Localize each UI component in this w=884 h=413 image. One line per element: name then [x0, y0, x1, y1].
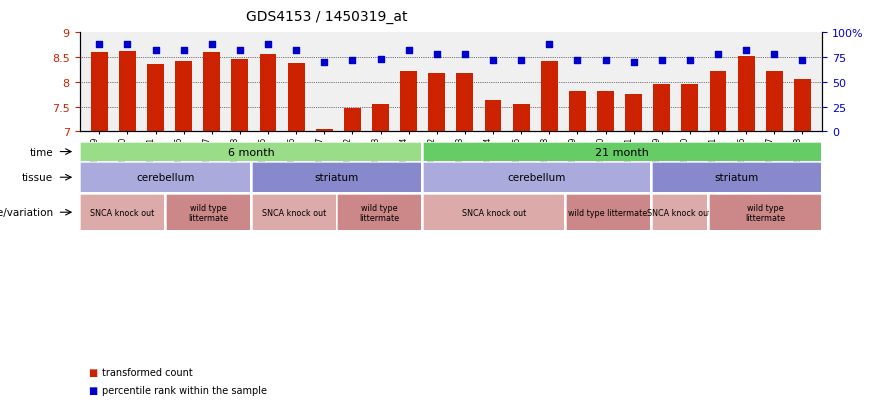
Bar [316, 130, 332, 132]
Bar [203, 53, 220, 132]
Point [598, 57, 613, 64]
Point [570, 57, 584, 64]
Bar [484, 101, 501, 132]
Point [149, 47, 163, 54]
Bar [175, 62, 192, 132]
Point [401, 47, 415, 54]
Text: time: time [29, 147, 53, 157]
Point [514, 57, 529, 64]
Bar [569, 92, 586, 132]
Bar [710, 72, 727, 132]
Text: 6 month: 6 month [227, 147, 274, 157]
Bar [91, 53, 108, 132]
Text: wild type
littermate: wild type littermate [745, 203, 785, 222]
Point [655, 57, 669, 64]
Bar [456, 74, 473, 132]
Text: cerebellum: cerebellum [507, 173, 566, 183]
Text: transformed count: transformed count [102, 367, 193, 377]
Point [317, 59, 332, 66]
Bar [147, 65, 164, 132]
Point [739, 47, 753, 54]
Text: SNCA knock out: SNCA knock out [647, 208, 712, 217]
Text: ■: ■ [88, 367, 97, 377]
Point [627, 59, 641, 66]
Bar [400, 72, 417, 132]
Text: striatum: striatum [714, 173, 758, 183]
Text: GDS4153 / 1450319_at: GDS4153 / 1450319_at [247, 10, 408, 24]
Bar [541, 62, 558, 132]
Text: ■: ■ [88, 385, 97, 395]
Bar [625, 95, 642, 132]
Point [205, 42, 219, 48]
Text: SNCA knock out: SNCA knock out [90, 208, 155, 217]
Text: genotype/variation: genotype/variation [0, 208, 53, 218]
Text: SNCA knock out: SNCA knock out [262, 208, 326, 217]
Bar [429, 74, 446, 132]
Bar [794, 80, 811, 132]
Bar [597, 92, 614, 132]
Point [682, 57, 697, 64]
Point [796, 57, 810, 64]
Text: wild type
littermate: wild type littermate [360, 203, 400, 222]
Bar [232, 60, 248, 132]
Point [711, 52, 725, 58]
Point [458, 52, 472, 58]
Bar [682, 85, 698, 132]
Bar [766, 72, 782, 132]
Text: percentile rank within the sample: percentile rank within the sample [102, 385, 267, 395]
Point [177, 47, 191, 54]
Point [232, 47, 247, 54]
Text: tissue: tissue [22, 173, 53, 183]
Text: 21 month: 21 month [595, 147, 649, 157]
Point [542, 42, 556, 48]
Bar [119, 52, 136, 132]
Bar [260, 55, 277, 132]
Bar [287, 64, 305, 132]
Point [289, 47, 303, 54]
Text: wild type
littermate: wild type littermate [188, 203, 228, 222]
Point [261, 42, 275, 48]
Bar [344, 108, 361, 132]
Text: cerebellum: cerebellum [136, 173, 194, 183]
Bar [513, 104, 530, 132]
Text: wild type littermate: wild type littermate [568, 208, 648, 217]
Point [767, 52, 781, 58]
Point [486, 57, 500, 64]
Text: striatum: striatum [315, 173, 359, 183]
Point [373, 57, 387, 63]
Text: SNCA knock out: SNCA knock out [461, 208, 526, 217]
Point [430, 52, 444, 58]
Bar [372, 104, 389, 132]
Bar [653, 85, 670, 132]
Point [120, 42, 134, 48]
Point [346, 57, 360, 64]
Bar [738, 57, 755, 132]
Point [92, 42, 106, 48]
